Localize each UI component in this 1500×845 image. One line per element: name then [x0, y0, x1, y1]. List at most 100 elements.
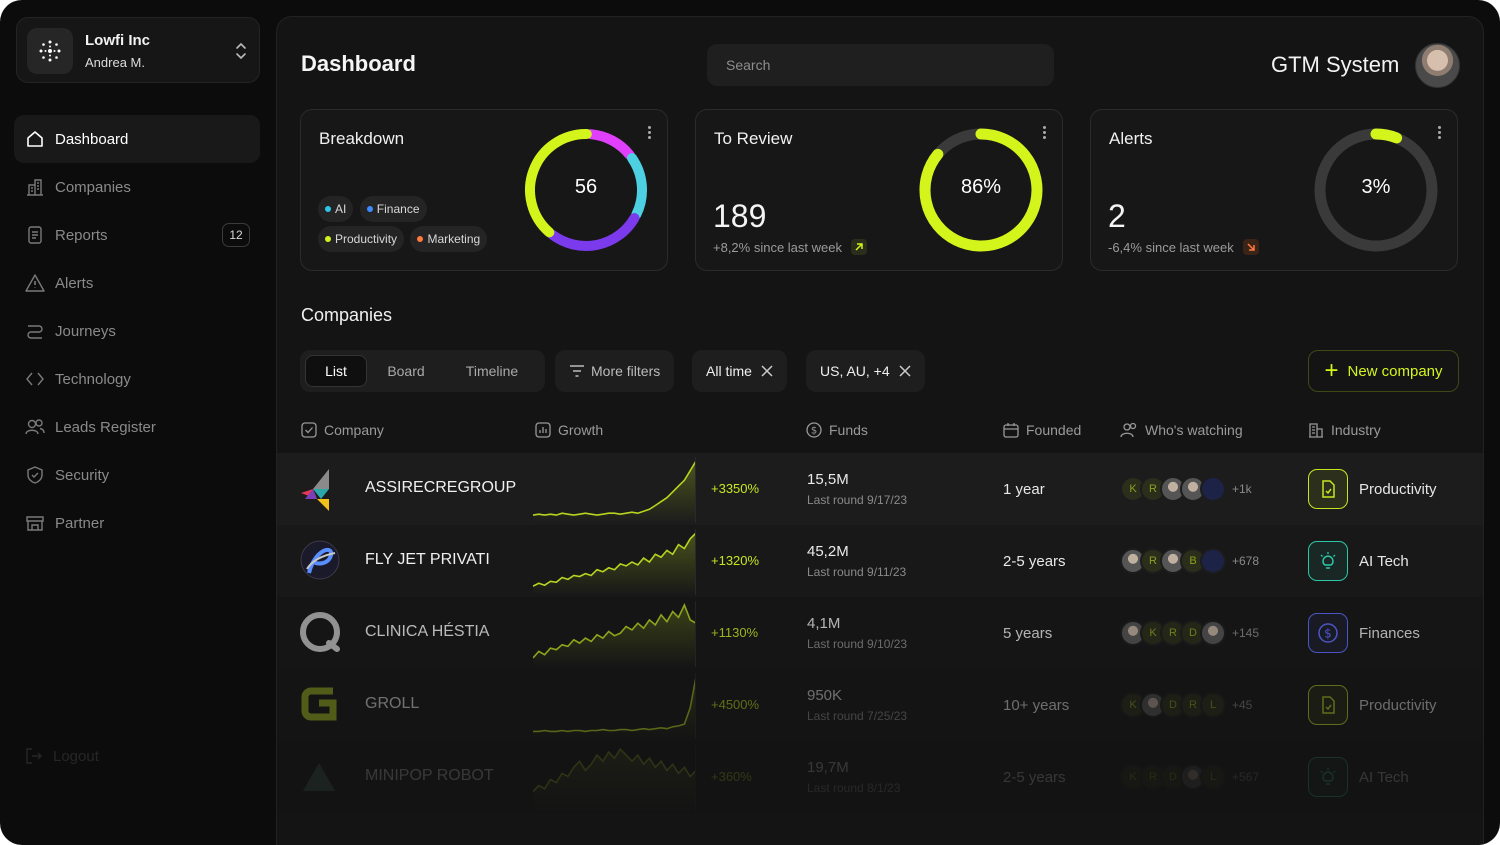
table-row[interactable]: CLINICA HÉSTIA +1130% 4,1M Last round 9/10… [277, 597, 1483, 669]
more-filters-button[interactable]: More filters [555, 350, 675, 392]
route-icon [24, 320, 46, 342]
building-icon [24, 176, 46, 198]
logout-button[interactable]: Logout [24, 746, 99, 766]
column-funds[interactable]: $ Funds [806, 422, 868, 438]
column-watching[interactable]: Who's watching [1120, 422, 1243, 438]
table-row[interactable]: ASSIRECREGROUP +3350% 15,5M Last round 9/1… [277, 453, 1483, 525]
watchers-more: +45 [1232, 698, 1253, 712]
column-industry[interactable]: Industry [1308, 422, 1381, 438]
view-list-button[interactable]: List [305, 355, 367, 387]
sidebar-item-leads-register[interactable]: Leads Register [14, 403, 260, 451]
sidebar-item-security[interactable]: Security [14, 451, 260, 499]
new-company-button[interactable]: + New company [1308, 350, 1459, 392]
org-switcher[interactable]: Lowfi Inc Andrea M. [16, 17, 260, 83]
founded-value: 1 year [1003, 481, 1045, 498]
sparkline-line [532, 602, 697, 659]
growth-percent: +1320% [711, 553, 760, 568]
avatar-initial: L [1200, 692, 1226, 718]
avatar [1200, 476, 1226, 502]
filter-region-chip[interactable]: US, AU, +4 [806, 350, 925, 392]
document-icon [24, 224, 46, 246]
sparkline-line [532, 532, 697, 587]
table-row[interactable]: MINIPOP ROBOT +360% 19,7M Last round 8/1/2… [277, 741, 1483, 813]
sidebar-item-alerts[interactable]: Alerts [14, 259, 260, 307]
alerts-delta-text: -6,4% since last week [1108, 239, 1234, 255]
checkbox-icon[interactable] [301, 422, 317, 438]
tag-dot [366, 206, 373, 212]
tag-finance: Finance [359, 196, 427, 222]
column-label: Industry [1331, 422, 1381, 438]
bar-chart-icon [535, 422, 551, 438]
review-delta: +8,2% since last week [713, 239, 867, 255]
tag-dot [325, 206, 331, 212]
tag-dot [417, 236, 424, 242]
watchers-group: K R D L +567 [1120, 763, 1259, 791]
sidebar-item-reports[interactable]: Reports 12 [14, 211, 260, 259]
view-board-button[interactable]: Board [387, 363, 425, 379]
tag-label: Finance [376, 202, 420, 216]
avatar [1200, 620, 1226, 646]
column-label: Company [324, 422, 384, 438]
kebab-menu-icon[interactable] [1043, 124, 1046, 141]
calendar-icon [1003, 422, 1019, 438]
store-icon [24, 512, 46, 534]
watchers-more: +145 [1232, 626, 1260, 640]
column-growth[interactable]: Growth [535, 422, 603, 438]
view-timeline-button[interactable]: Timeline [465, 363, 519, 379]
svg-text:$: $ [1324, 627, 1332, 641]
kebab-menu-icon[interactable] [1438, 124, 1441, 141]
sparkline-area [533, 677, 696, 739]
watchers-more: +1k [1232, 482, 1252, 496]
system-name: GTM System [1271, 52, 1400, 77]
watchers-more: +678 [1232, 554, 1260, 568]
close-icon[interactable] [899, 365, 911, 377]
alerts-percent: 3% [1361, 176, 1391, 198]
company-logo [299, 611, 343, 655]
sparkline-line [532, 460, 697, 516]
close-icon[interactable] [761, 365, 773, 377]
file-icon [1308, 685, 1348, 725]
column-founded[interactable]: Founded [1003, 422, 1081, 438]
industry-label: AI Tech [1359, 769, 1409, 786]
filter-time-chip[interactable]: All time [692, 350, 787, 392]
sidebar-item-companies[interactable]: Companies [14, 163, 260, 211]
sidebar-item-journeys[interactable]: Journeys [14, 307, 260, 355]
users-icon [24, 416, 46, 438]
breakdown-title: Breakdown [319, 129, 405, 148]
sidebar-item-label: Leads Register [55, 418, 156, 436]
home-icon [24, 128, 46, 150]
donut-segment-0 [585, 129, 635, 160]
sidebar-item-technology[interactable]: Technology [14, 355, 260, 403]
alerts-progress-ring [1314, 128, 1438, 252]
sidebar-item-partner[interactable]: Partner [14, 499, 260, 547]
industry-label: Finances [1359, 625, 1420, 642]
sidebar-item-dashboard[interactable]: Dashboard [14, 115, 260, 163]
column-company[interactable]: Company [301, 422, 384, 438]
companies-title: Companies [301, 305, 393, 325]
tag-ai: AI [318, 196, 354, 222]
search-input[interactable] [707, 44, 1054, 86]
logout-label: Logout [53, 747, 99, 765]
avatar-initial: L [1200, 764, 1226, 790]
growth-sparkline [533, 673, 697, 739]
tag-label: Marketing [427, 232, 481, 246]
avatar[interactable] [1415, 43, 1460, 88]
table-row[interactable]: FLY JET PRIVATI +1320% 45,2M Last round 9/… [277, 525, 1483, 597]
ring-progress [919, 128, 1043, 252]
org-logo-icon [27, 28, 73, 74]
sparkline-area [533, 749, 696, 811]
last-round: Last round 8/1/23 [807, 781, 901, 795]
growth-sparkline [532, 601, 697, 667]
industry-label: Productivity [1359, 697, 1437, 714]
kebab-menu-icon[interactable] [648, 124, 651, 141]
funds-amount: 15,5M [807, 471, 849, 488]
review-progress-ring [919, 128, 1043, 252]
tag-productivity: Productivity [318, 226, 405, 252]
sidebar-item-label: Alerts [55, 274, 94, 292]
alerts-value: 2 [1108, 198, 1126, 234]
watchers-group: K D R L +45 [1120, 691, 1252, 719]
review-title: To Review [714, 129, 793, 148]
sidebar-nav: Dashboard Companies Reports 12 Alerts [14, 115, 260, 547]
table-row[interactable]: GROLL +4500% 950K Last round 7/25/23 10+ ye… [277, 669, 1483, 741]
code-icon [24, 368, 46, 390]
